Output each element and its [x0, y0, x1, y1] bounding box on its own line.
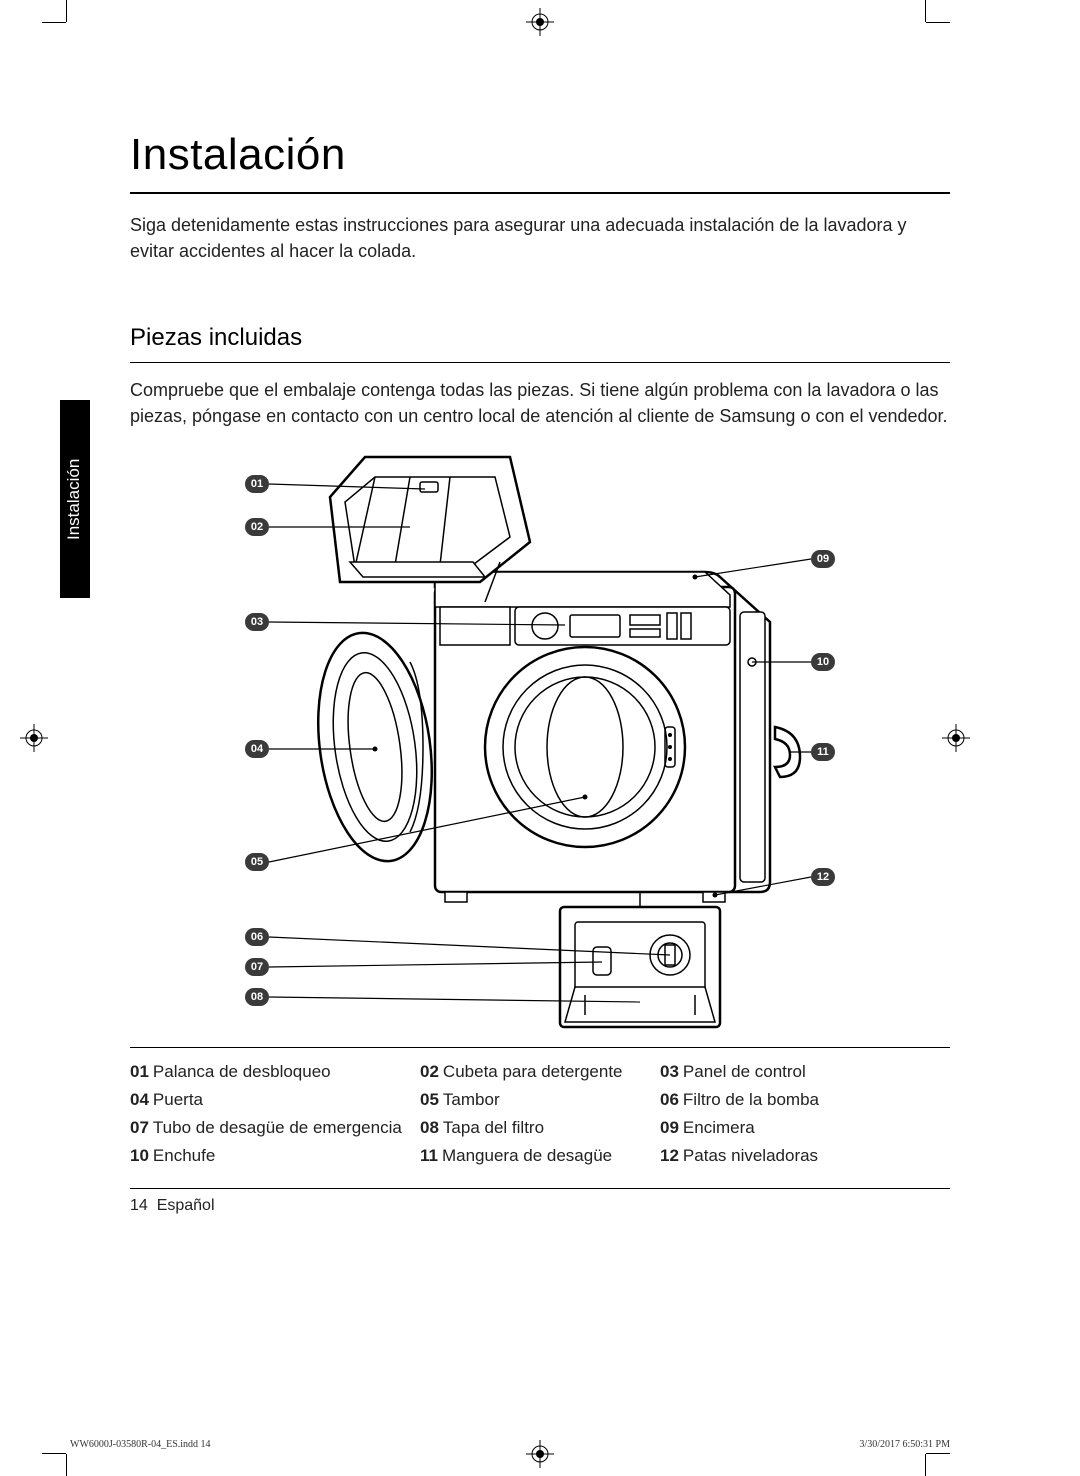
svg-text:10: 10	[817, 656, 829, 668]
title-rule	[130, 192, 950, 194]
svg-text:06: 06	[251, 931, 263, 943]
page-number: 14	[130, 1197, 148, 1214]
svg-text:08: 08	[251, 991, 263, 1003]
svg-text:09: 09	[817, 553, 829, 565]
legend-item: 09Encimera	[660, 1118, 880, 1138]
legend-item: 02Cubeta para detergente	[420, 1062, 650, 1082]
svg-text:03: 03	[251, 616, 263, 628]
side-tab: Instalación	[60, 400, 90, 598]
footer-rule	[130, 1188, 950, 1189]
intro-text: Siga detenidamente estas instrucciones p…	[130, 212, 950, 264]
page-language: Español	[157, 1197, 215, 1214]
svg-text:01: 01	[251, 478, 263, 490]
legend-item: 12Patas niveladoras	[660, 1146, 880, 1166]
page-footer: 14 Español	[130, 1197, 950, 1215]
legend-item: 03Panel de control	[660, 1062, 880, 1082]
page-title: Instalación	[130, 130, 950, 180]
legend-item: 08Tapa del filtro	[420, 1118, 650, 1138]
parts-legend: 01Palanca de desbloqueo 02Cubeta para de…	[130, 1062, 950, 1166]
registration-mark-icon	[526, 8, 554, 36]
legend-item: 07Tubo de desagüe de emergencia	[130, 1118, 410, 1138]
svg-text:04: 04	[251, 743, 264, 755]
washing-machine-diagram: 01 02 03 04 05 06 07 08 09 10 11 12	[235, 447, 845, 1037]
legend-item: 01Palanca de desbloqueo	[130, 1062, 410, 1082]
section-subtitle: Piezas incluidas	[130, 324, 950, 352]
legend-item: 06Filtro de la bomba	[660, 1090, 880, 1110]
svg-text:11: 11	[817, 746, 829, 758]
print-file: WW6000J-03580R-04_ES.indd 14	[70, 1439, 211, 1450]
svg-text:12: 12	[817, 871, 829, 883]
diagram-container: 01 02 03 04 05 06 07 08 09 10 11 12	[130, 447, 950, 1037]
legend-item: 11Manguera de desagüe	[420, 1146, 650, 1166]
registration-mark-icon	[20, 724, 48, 752]
sub-intro-text: Compruebe que el embalaje contenga todas…	[130, 377, 950, 429]
legend-rule	[130, 1047, 950, 1048]
legend-item: 04Puerta	[130, 1090, 410, 1110]
page-content: Instalación Siga detenidamente estas ins…	[130, 130, 950, 1215]
legend-item: 10Enchufe	[130, 1146, 410, 1166]
svg-text:05: 05	[251, 856, 263, 868]
svg-text:07: 07	[251, 961, 263, 973]
print-timestamp: 3/30/2017 6:50:31 PM	[859, 1439, 950, 1450]
sub-rule	[130, 362, 950, 363]
legend-item: 05Tambor	[420, 1090, 650, 1110]
print-metadata: WW6000J-03580R-04_ES.indd 14 3/30/2017 6…	[70, 1439, 950, 1450]
svg-text:02: 02	[251, 521, 263, 533]
